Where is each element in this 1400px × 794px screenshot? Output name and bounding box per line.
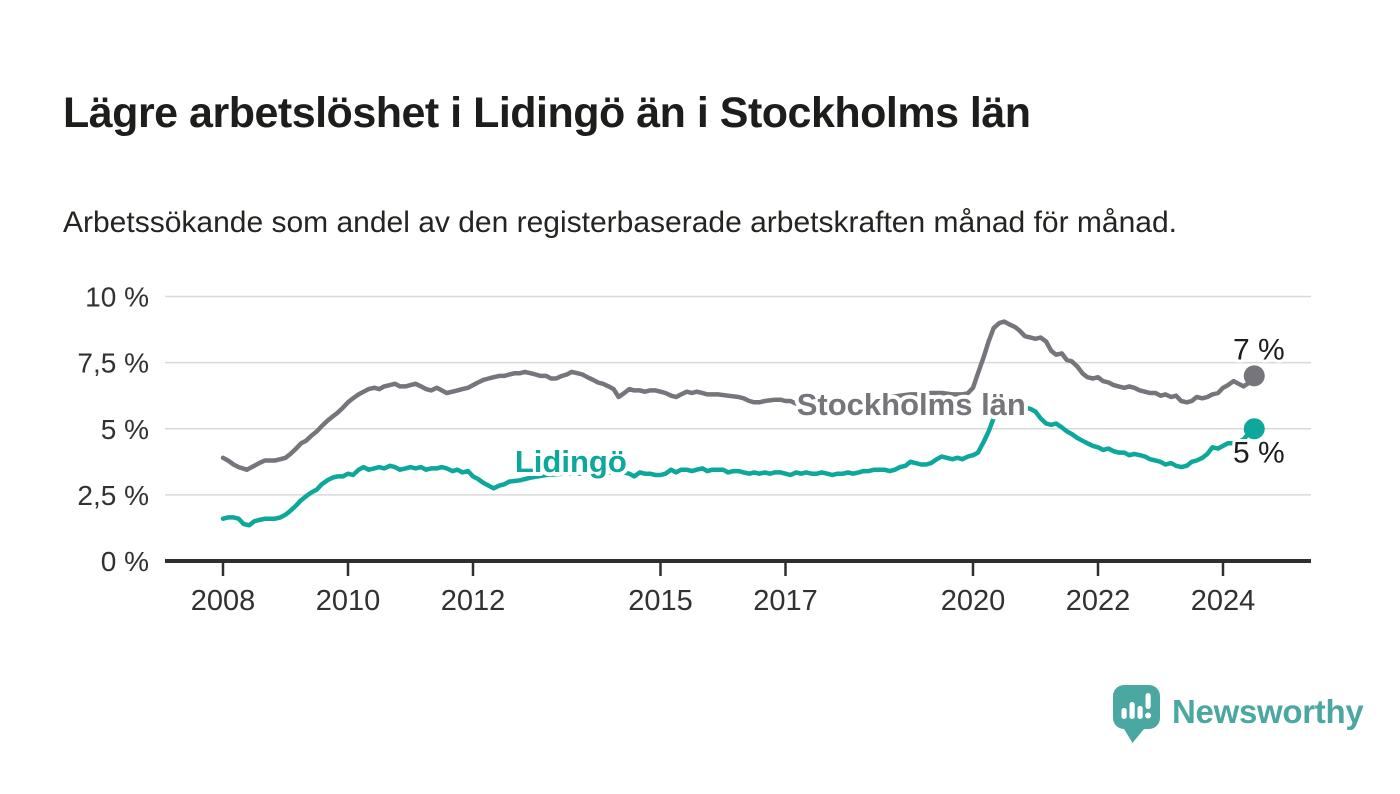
series-end-dot-lidingö (1243, 418, 1265, 440)
end-value-label-stockholms-län: 7 % (1233, 333, 1285, 366)
series-end-dot-stockholms-län (1243, 365, 1265, 387)
series-line-stockholms-län (220, 319, 1257, 472)
newsworthy-logo-text: Newsworthy (1172, 692, 1364, 730)
y-axis-tick-label: 10 % (85, 282, 149, 313)
y-axis-tick-label: 0 % (101, 546, 149, 577)
y-axis-tick-label: 7,5 % (77, 348, 149, 379)
x-axis-tick-label: 2015 (628, 585, 693, 617)
x-axis-tick-label: 2008 (191, 585, 256, 617)
y-axis-tick-label: 5 % (101, 414, 149, 445)
newsworthy-speech-bubble-bar-chart-icon (1112, 684, 1161, 744)
x-axis-tick-label: 2010 (316, 585, 381, 617)
x-axis-tick-label: 2020 (941, 585, 1006, 617)
series-label-stockholms-län: Stockholms län (797, 387, 1026, 422)
newsworthy-logo[interactable]: Newsworthy (1112, 684, 1364, 744)
series-label-lidingö: Lidingö (515, 444, 627, 479)
series-line-lidingö (220, 402, 1257, 528)
x-axis-tick-label: 2012 (441, 585, 506, 617)
page-title: Lägre arbetslöshet i Lidingö än i Stockh… (63, 88, 1031, 137)
y-axis-tick-label: 2,5 % (77, 480, 149, 511)
x-axis-tick-label: 2022 (1066, 585, 1131, 617)
x-axis-tick-label: 2024 (1191, 585, 1256, 617)
end-value-label-lidingö: 5 % (1233, 437, 1285, 470)
x-axis-tick-label: 2017 (753, 585, 818, 617)
chart-subtitle: Arbetssökande som andel av den registerb… (63, 206, 1177, 239)
